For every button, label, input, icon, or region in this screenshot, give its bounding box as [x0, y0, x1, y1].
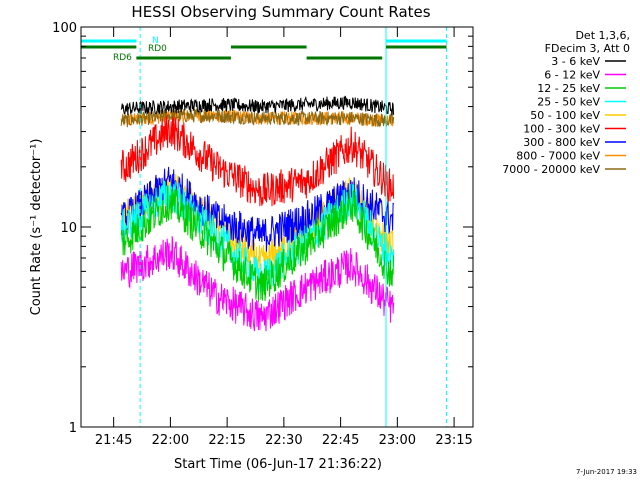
y-tick-label: 100 — [52, 21, 77, 36]
x-tick-label: 21:45 — [95, 433, 132, 448]
series-line — [120, 95, 395, 116]
chart-title: HESSI Observing Summary Count Rates — [131, 3, 430, 21]
legend-entry-label: 300 - 800 keV — [523, 136, 600, 149]
legend-header: Det 1,3,6, — [575, 29, 630, 42]
y-tick-label: 1 — [69, 421, 77, 436]
series-line — [120, 185, 395, 303]
x-tick-label: 22:15 — [208, 433, 245, 448]
x-tick-label: 22:45 — [322, 433, 359, 448]
legend-entry-label: 50 - 100 keV — [530, 109, 600, 122]
legend-entry-label: 100 - 300 keV — [523, 123, 600, 136]
x-tick-label: 23:15 — [435, 433, 472, 448]
flag-label: RD6 — [113, 53, 132, 63]
x-axis: 21:45 22:00 22:15 22:30 22:45 23:00 23:15 — [95, 27, 473, 448]
legend-entry-label: 800 - 7000 keV — [516, 150, 600, 163]
legend-header: FDecim 3, Att 0 — [545, 42, 630, 55]
date-stamp: 7-Jun-2017 19:33 — [576, 468, 637, 476]
series-line — [120, 180, 395, 292]
x-axis-label: Start Time (06-Jun-17 21:36:22) — [174, 457, 382, 472]
series-line — [120, 115, 395, 207]
legend-entry-label: 3 - 6 keV — [551, 55, 600, 68]
series-layer — [120, 95, 395, 332]
y-axis: 1 10 100 — [52, 21, 473, 436]
series-line — [120, 166, 395, 252]
y-axis-label: Count Rate (s⁻¹ detector⁻¹) — [29, 139, 44, 316]
y-tick-label: 10 — [60, 221, 77, 236]
legend-entry-label: 7000 - 20000 keV — [502, 163, 600, 176]
x-tick-label: 22:30 — [265, 433, 302, 448]
legend-entry-label: 12 - 25 keV — [537, 82, 600, 95]
x-tick-label: 23:00 — [379, 433, 416, 448]
legend-entry-label: 6 - 12 keV — [544, 69, 600, 82]
legend-entry-label: 25 - 50 keV — [537, 96, 600, 109]
flag-label: N — [152, 36, 159, 46]
flag-label: RD0 — [148, 44, 167, 54]
x-tick-label: 22:00 — [152, 433, 189, 448]
series-line — [120, 236, 395, 332]
